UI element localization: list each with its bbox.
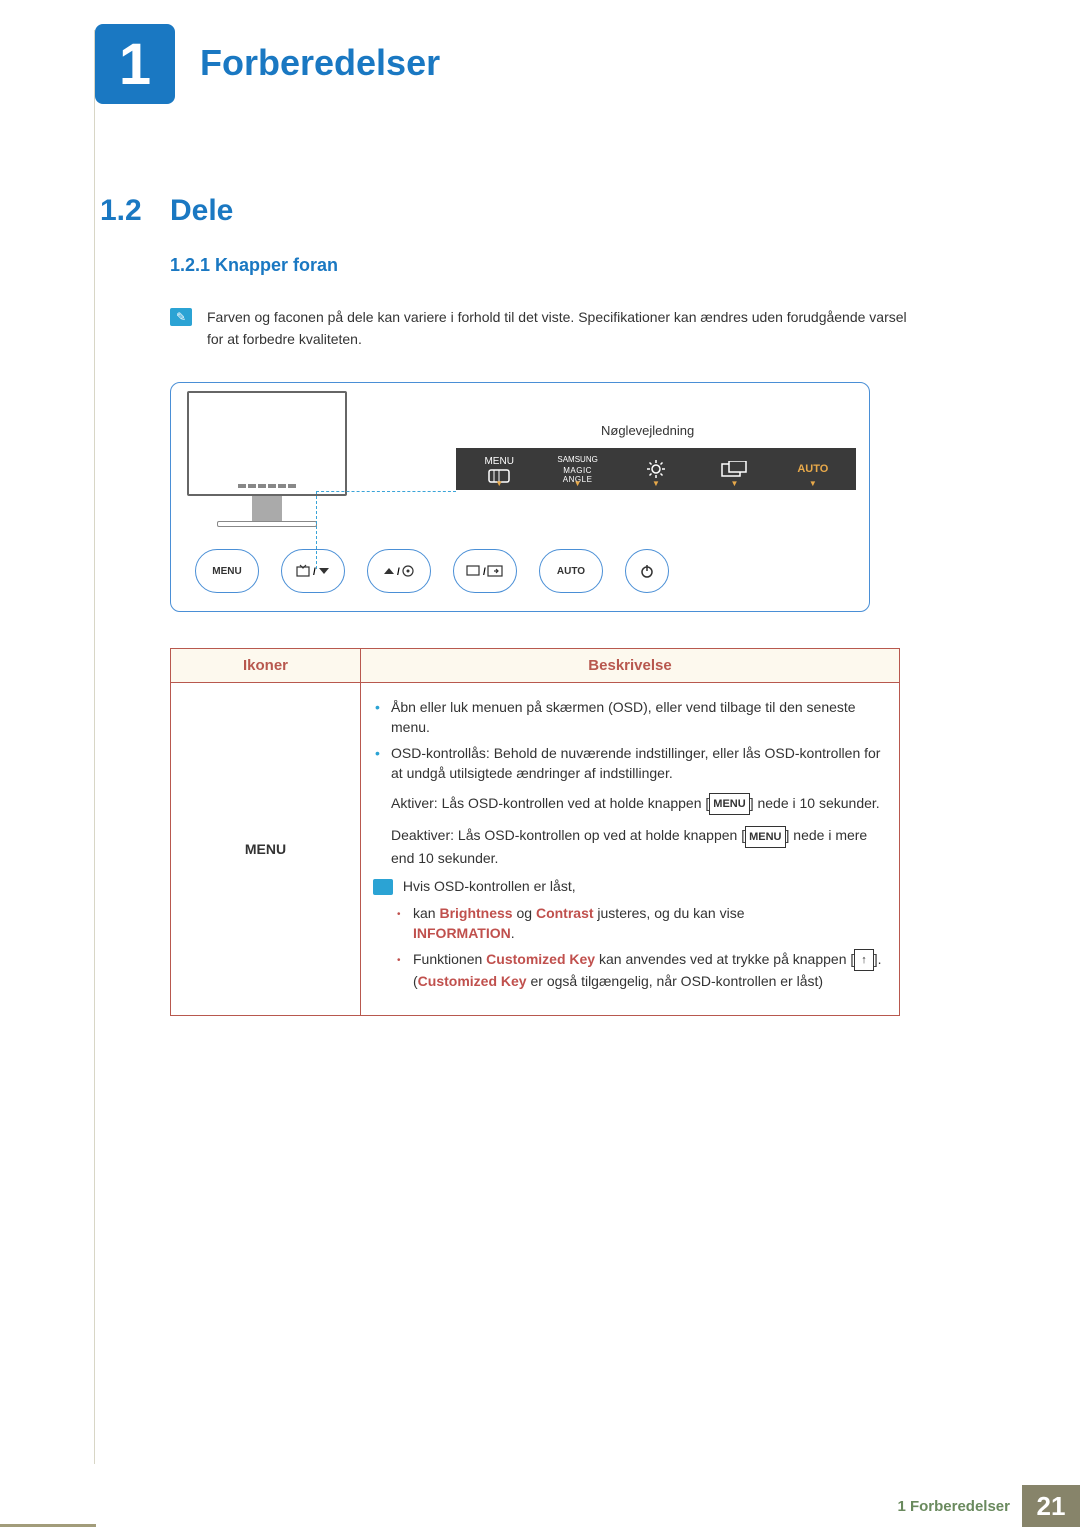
svg-text:/: /	[483, 567, 486, 578]
note-icon: ✎	[170, 308, 192, 326]
osd-menu: MENU ▼	[462, 448, 536, 490]
auto-button: AUTO	[539, 549, 603, 593]
key-guide-label: Nøglevejledning	[601, 423, 694, 438]
chapter-number-box: 1	[95, 24, 175, 104]
osd-magic-angle: SAMSUNG MAGIC ANGLE ▼	[540, 448, 614, 490]
up-arrow-icon: ↑	[854, 949, 874, 971]
table-description-cell: Åbn eller luk menuen på skærmen (OSD), e…	[361, 683, 900, 1016]
list-item: OSD-kontrollås: Behold de nuværende inds…	[373, 743, 887, 783]
paragraph: Aktiver: Lås OSD-kontrollen ved at holde…	[391, 793, 887, 815]
physical-buttons-row: MENU / / / AUTO	[195, 549, 669, 593]
osd-source: ▼	[697, 448, 771, 490]
page-footer: 1 Forberedelser 21	[0, 1485, 1080, 1527]
footer-chapter-label: 1 Forberedelser	[897, 1485, 1022, 1527]
note-icon	[373, 879, 393, 895]
menu-button: MENU	[195, 549, 259, 593]
power-button	[625, 549, 669, 593]
note-text: Farven og faconen på dele kan variere i …	[207, 306, 907, 350]
table-icon-cell: MENU	[171, 683, 361, 1016]
callout-line	[316, 491, 456, 492]
paragraph: Deaktiver: Lås OSD-kontrollen op ved at …	[391, 825, 887, 867]
svg-text:/: /	[313, 567, 316, 578]
source-enter-button: /	[453, 549, 517, 593]
icons-description-table: Ikoner Beskrivelse MENU Åbn eller luk me…	[170, 648, 900, 1016]
svg-text:/: /	[397, 567, 400, 578]
subsection-heading: 1.2.1 Knapper foran	[170, 255, 338, 276]
list-item: Åbn eller luk menuen på skærmen (OSD), e…	[373, 697, 887, 737]
left-margin-rule	[0, 30, 95, 1464]
chapter-title: Forberedelser	[200, 42, 440, 84]
footer-page-number: 21	[1022, 1485, 1080, 1527]
locked-note: Hvis OSD-kontrollen er låst, kan Brightn…	[373, 878, 887, 992]
osd-auto: AUTO ▼	[776, 448, 850, 490]
osd-brightness: ▼	[619, 448, 693, 490]
section-title: Dele	[170, 194, 233, 228]
custom-down-button: /	[281, 549, 345, 593]
list-item: kan Brightness og Contrast justeres, og …	[395, 903, 887, 943]
osd-bar: MENU ▼ SAMSUNG MAGIC ANGLE ▼ ▼ ▼ AUTO ▼	[456, 448, 856, 490]
table-header-icons: Ikoner	[171, 649, 361, 683]
chapter-number: 1	[119, 31, 151, 98]
front-buttons-diagram: Nøglevejledning MENU ▼ SAMSUNG MAGIC ANG…	[170, 382, 870, 612]
table-header-description: Beskrivelse	[361, 649, 900, 683]
list-item: Funktionen Customized Key kan anvendes v…	[395, 949, 887, 991]
monitor-illustration	[187, 391, 347, 516]
up-target-button: /	[367, 549, 431, 593]
section-number: 1.2	[100, 194, 142, 228]
